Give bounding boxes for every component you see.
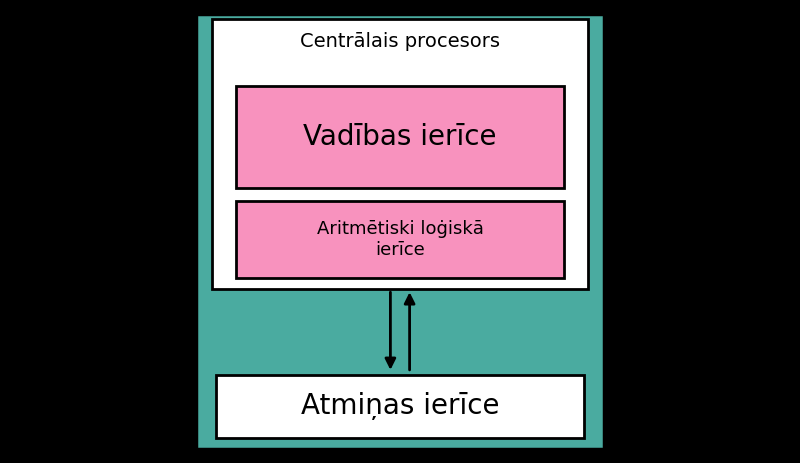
Text: Vadības ierīce: Vadības ierīce	[303, 123, 497, 150]
Bar	[196, 14, 604, 449]
Bar	[216, 375, 584, 438]
Bar	[236, 86, 564, 188]
Text: Centrālais procesors: Centrālais procesors	[300, 32, 500, 51]
Text: Atmiņas ierīce: Atmiņas ierīce	[301, 392, 499, 420]
Bar	[212, 19, 588, 289]
Text: Aritmētiski loġiskā
ierīce: Aritmētiski loġiskā ierīce	[317, 220, 483, 259]
Bar	[236, 201, 564, 278]
